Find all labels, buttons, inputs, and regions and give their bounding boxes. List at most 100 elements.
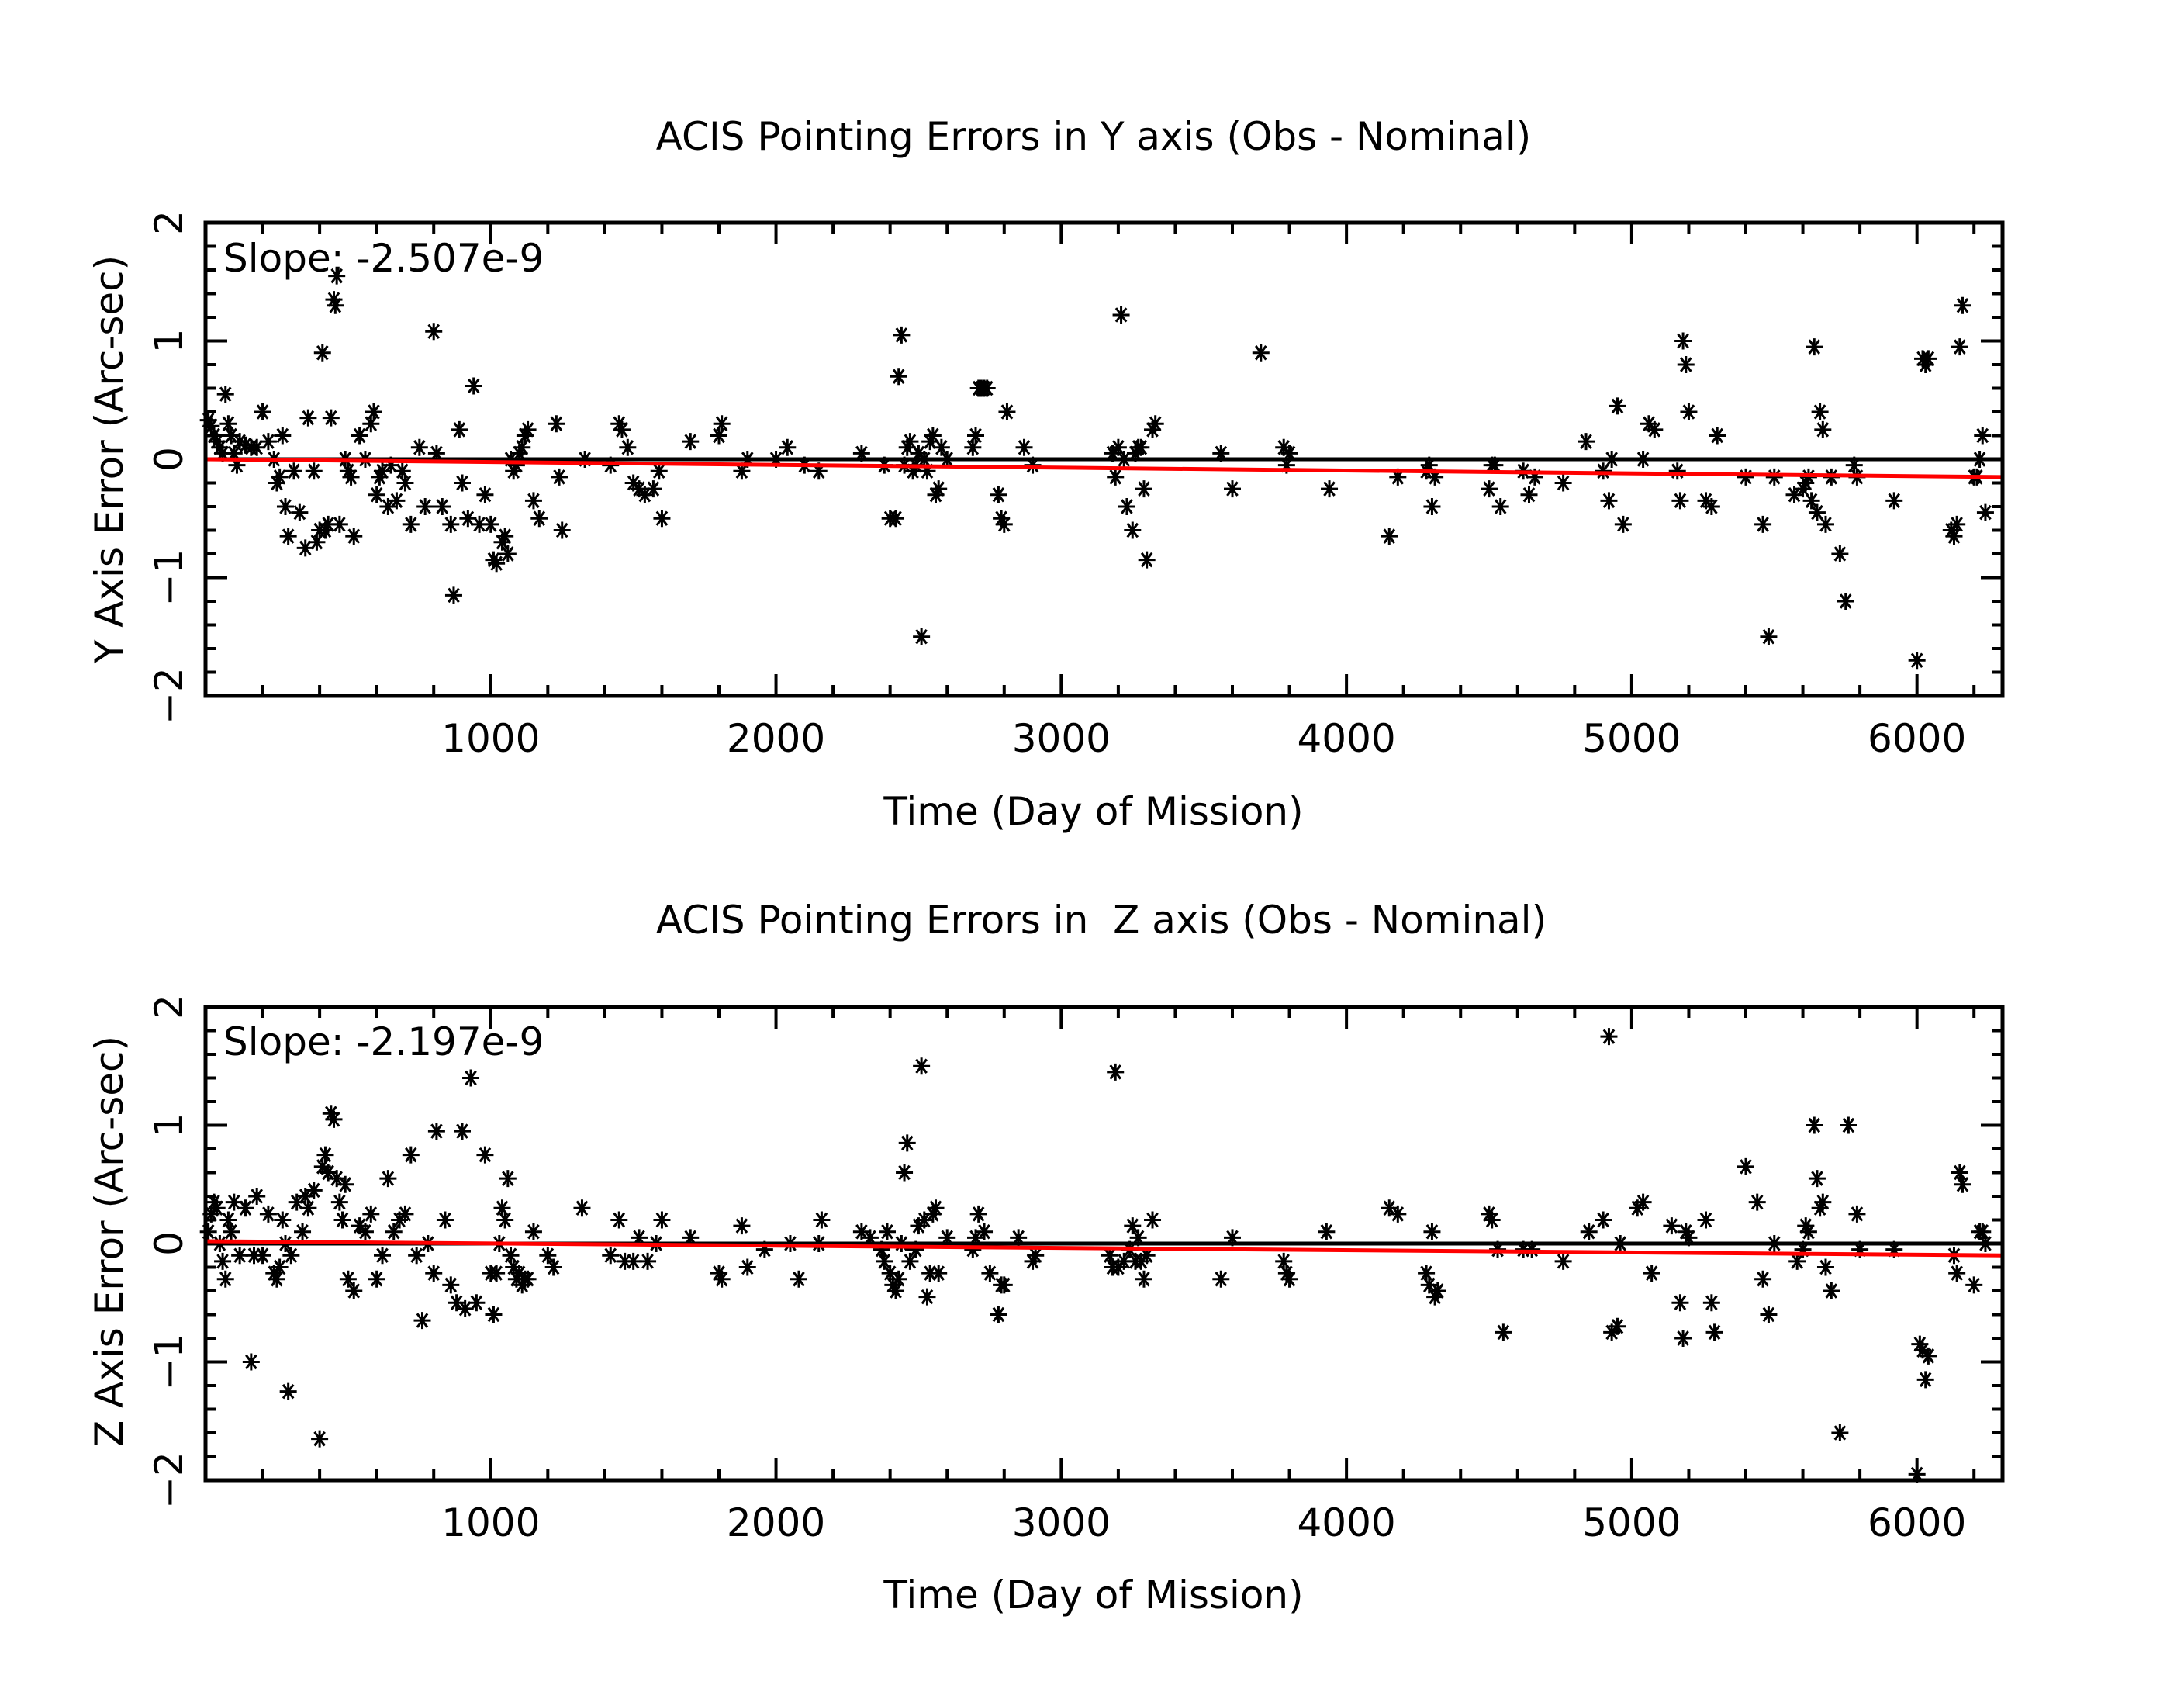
data-point — [1483, 1211, 1501, 1229]
data-point — [413, 1312, 431, 1330]
data-point — [915, 1211, 933, 1229]
data-point — [202, 417, 220, 435]
x-tick-label: 5000 — [1582, 716, 1681, 761]
data-point — [1885, 1240, 1903, 1258]
data-point — [1808, 503, 1826, 521]
data-point — [1976, 1235, 1994, 1252]
data-point — [639, 1252, 657, 1270]
data-point — [1212, 445, 1230, 462]
plot-frame — [203, 220, 2005, 698]
data-point — [362, 415, 380, 433]
data-point — [1523, 1240, 1541, 1258]
data-point — [1138, 551, 1156, 569]
data-point — [327, 296, 344, 314]
data-point — [887, 510, 905, 528]
data-point — [1115, 451, 1133, 468]
y-tick-label: 2 — [147, 210, 192, 235]
data-point — [456, 1299, 474, 1317]
data-point — [1671, 492, 1689, 510]
data-point — [1129, 1229, 1147, 1247]
data-point — [938, 1229, 956, 1247]
data-point — [1697, 1211, 1715, 1229]
data-point — [619, 438, 637, 456]
data-point — [216, 1270, 234, 1288]
data-point — [1754, 515, 1772, 533]
data-point — [544, 1258, 562, 1276]
data-point — [1491, 498, 1509, 515]
data-point — [624, 1252, 642, 1270]
data-point — [271, 1258, 289, 1276]
data-point — [268, 474, 285, 492]
data-point — [1806, 338, 1823, 356]
data-point — [1107, 468, 1125, 486]
data-point — [1705, 1323, 1723, 1341]
data-point — [1595, 1211, 1612, 1229]
data-point — [248, 438, 266, 456]
data-point — [248, 1188, 266, 1205]
data-point — [1737, 468, 1754, 486]
data-point — [516, 427, 534, 445]
data-point — [219, 1211, 237, 1229]
data-point — [978, 379, 996, 397]
data-point — [274, 1211, 292, 1229]
data-point — [790, 1270, 807, 1288]
data-point — [371, 468, 389, 486]
data-point — [1418, 1265, 1436, 1282]
data-point — [308, 533, 326, 551]
data-point — [738, 1258, 756, 1276]
data-point — [810, 462, 828, 480]
data-point — [462, 1069, 480, 1087]
data-point — [551, 468, 568, 486]
data-point — [602, 1247, 620, 1265]
data-point — [1109, 438, 1127, 456]
data-point — [893, 1235, 911, 1252]
data-point — [1318, 1223, 1336, 1240]
data-point — [524, 492, 542, 510]
data-point — [345, 528, 363, 545]
data-point — [285, 462, 303, 480]
x-tick-label: 3000 — [1012, 1500, 1111, 1545]
data-point — [524, 1223, 542, 1240]
data-point — [211, 1235, 229, 1252]
data-point — [981, 1265, 999, 1282]
data-point — [206, 1193, 223, 1211]
data-point — [1224, 480, 1241, 498]
data-point — [995, 515, 1013, 533]
y-axis-label: Y Axis Error (Arc-sec) — [87, 255, 132, 664]
data-point — [410, 438, 428, 456]
data-point — [496, 528, 514, 545]
data-point — [1920, 1347, 1937, 1365]
data-point — [1702, 1294, 1720, 1312]
data-point — [930, 1265, 948, 1282]
x-tick-label: 5000 — [1582, 1500, 1681, 1545]
data-point — [1799, 1223, 1817, 1240]
data-point — [519, 1270, 537, 1288]
data-point — [1526, 468, 1543, 486]
data-point — [1115, 1252, 1133, 1270]
data-point — [402, 1146, 420, 1164]
data-point — [1277, 1265, 1295, 1282]
data-point — [1600, 492, 1618, 510]
data-point — [539, 1247, 557, 1265]
data-point — [901, 1252, 919, 1270]
data-point — [890, 368, 907, 386]
data-point — [454, 1123, 471, 1140]
data-point — [1885, 492, 1903, 510]
data-point — [1674, 1330, 1692, 1347]
data-point — [476, 1146, 494, 1164]
data-point — [1614, 515, 1632, 533]
data-point — [1144, 420, 1162, 438]
y-axis-error-panel: ACIS Pointing Errors in Y axis (Obs - No… — [87, 114, 2005, 834]
data-point — [738, 451, 756, 468]
data-point — [219, 415, 237, 433]
data-point — [416, 498, 434, 515]
data-point — [1754, 1270, 1772, 1288]
data-point — [382, 456, 400, 474]
data-point — [1671, 1294, 1689, 1312]
data-point — [1785, 486, 1803, 503]
data-point — [1911, 1335, 1929, 1353]
data-point — [1595, 462, 1612, 480]
data-point — [913, 628, 931, 645]
data-point — [1831, 545, 1849, 562]
